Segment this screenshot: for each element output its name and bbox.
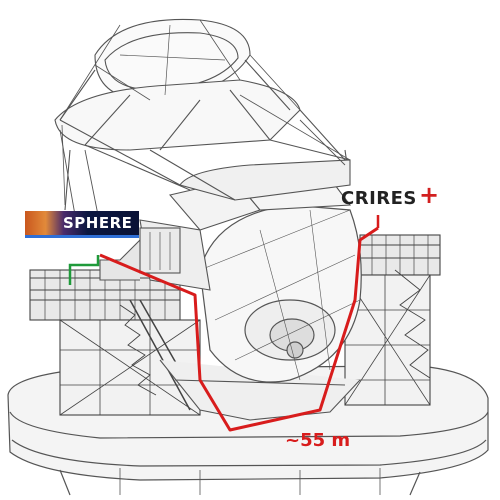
primary-mirror-cell: [199, 204, 362, 383]
sphere-connector: [68, 255, 100, 285]
sphere-logo: SPHERE: [25, 211, 139, 238]
distance-label: ~55 m: [285, 430, 351, 451]
central-mount: [159, 359, 361, 421]
crires-plus-sign: +: [419, 181, 440, 209]
fiber-path: [99, 226, 379, 432]
sphere-label: SPHERE: [63, 214, 133, 232]
crires-logo: CRIRES +: [339, 181, 440, 217]
telescope-tube-truss: [54, 18, 351, 226]
crires-label: CRIRES: [341, 188, 417, 209]
